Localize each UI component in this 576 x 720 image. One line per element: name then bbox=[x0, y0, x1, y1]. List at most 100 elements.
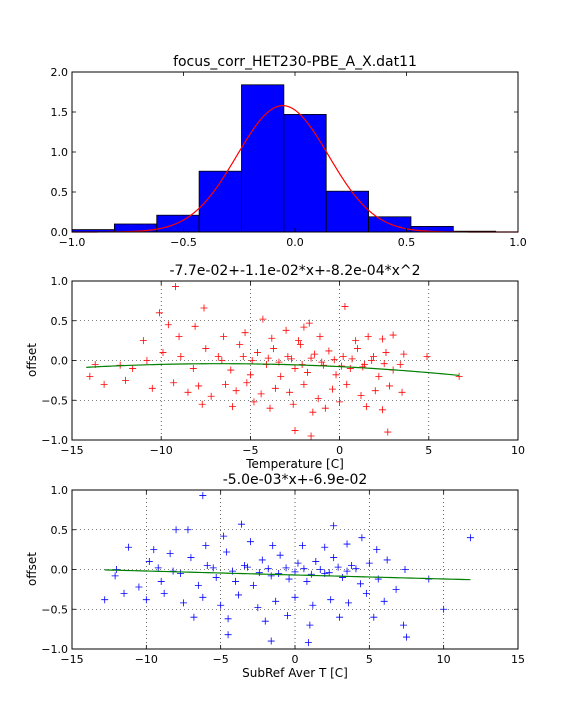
scatter-point bbox=[239, 353, 247, 361]
scatter-point bbox=[353, 345, 361, 353]
scatter-point bbox=[389, 331, 397, 339]
scatter-point bbox=[248, 357, 256, 364]
scatter-point bbox=[356, 580, 364, 588]
scatter-point bbox=[177, 569, 185, 577]
scatter-point bbox=[236, 341, 244, 349]
scatter-point bbox=[264, 565, 272, 573]
scatter-point bbox=[345, 599, 353, 607]
scatter-point bbox=[268, 334, 276, 342]
scatter-point bbox=[316, 333, 324, 341]
scatter-point bbox=[122, 376, 130, 384]
scatter-point bbox=[466, 534, 474, 542]
histogram-title: focus_corr_HET230-PBE_A_X.dat11 bbox=[173, 54, 417, 70]
scatter-point bbox=[309, 601, 317, 609]
scatter-point bbox=[291, 593, 299, 601]
scatter-point bbox=[384, 428, 392, 436]
scatter-point bbox=[282, 326, 290, 334]
scatter-point bbox=[378, 406, 386, 414]
scatter-point bbox=[401, 566, 409, 573]
scatter-point bbox=[286, 388, 294, 396]
scatter-point bbox=[150, 546, 158, 554]
scatter-point bbox=[296, 341, 304, 349]
scatter-point bbox=[336, 398, 344, 406]
scatter-point bbox=[369, 353, 377, 361]
y-tick-label: 1.0 bbox=[51, 146, 69, 159]
histogram-bar bbox=[156, 214, 200, 233]
scatter-point bbox=[275, 569, 283, 577]
scatter-point bbox=[303, 577, 311, 585]
scatter-point bbox=[209, 564, 217, 572]
scatter-point bbox=[440, 605, 448, 613]
temperature-scatter-panel: -7.7e-02+-1.1e-02*x+-8.2e-04*x^2 Tempera… bbox=[25, 263, 525, 471]
scatter-point bbox=[166, 550, 174, 558]
scatter-point bbox=[240, 562, 248, 570]
scatter-point bbox=[309, 408, 317, 416]
scatter-point bbox=[194, 581, 202, 589]
scatter-point bbox=[139, 337, 147, 345]
scatter-point bbox=[378, 335, 386, 343]
scatter-point bbox=[199, 492, 207, 500]
scatter-point bbox=[307, 570, 315, 578]
scatter-point bbox=[368, 357, 376, 364]
scatter-point bbox=[277, 372, 285, 380]
x-tick-label: 0.5 bbox=[398, 236, 416, 249]
y-tick-label: 0.0 bbox=[51, 564, 69, 577]
scatter-point bbox=[400, 350, 408, 358]
scatter-point bbox=[257, 390, 265, 398]
scatter-point bbox=[285, 575, 293, 583]
scatter-point bbox=[269, 542, 277, 550]
y-tick-label: 0.0 bbox=[51, 226, 69, 239]
scatter-point bbox=[172, 526, 180, 534]
scatter-point bbox=[250, 398, 258, 406]
x-tick-label: −15 bbox=[60, 653, 83, 666]
scatter-point bbox=[375, 372, 383, 380]
scatter-point bbox=[423, 353, 431, 361]
scatter-point bbox=[455, 372, 463, 380]
x-tick-label: −0.5 bbox=[170, 236, 197, 249]
scatter-point bbox=[271, 384, 279, 392]
scatter-point bbox=[224, 615, 232, 623]
scatter-point bbox=[343, 380, 351, 388]
subref-plot-area: −15 −10 −5 0 5 10 15 −1.0 −0.5 0.0 0.5 1.0 bbox=[41, 484, 525, 666]
x-tick-label: −1.0 bbox=[59, 236, 86, 249]
scatter-point bbox=[321, 543, 329, 551]
scatter-point bbox=[339, 573, 347, 581]
scatter-point bbox=[396, 360, 404, 368]
histogram-bar bbox=[241, 84, 285, 233]
x-tick-label: 10 bbox=[511, 444, 525, 457]
scatter-point bbox=[175, 333, 183, 341]
scatter-point bbox=[259, 315, 267, 323]
scatter-point bbox=[187, 554, 195, 562]
y-tick-label: 1.0 bbox=[51, 275, 69, 288]
scatter-point bbox=[266, 404, 274, 412]
scatter-point bbox=[314, 395, 322, 403]
scatter-point bbox=[255, 569, 263, 577]
scatter-point bbox=[191, 322, 199, 330]
scatter-point bbox=[164, 321, 172, 329]
scatter-point bbox=[316, 566, 324, 573]
x-tick-label: 0 bbox=[336, 444, 343, 457]
scatter-point bbox=[111, 572, 119, 580]
scatter-point bbox=[246, 538, 254, 546]
scatter-point bbox=[159, 349, 167, 357]
scatter-point bbox=[170, 379, 178, 387]
scatter-point bbox=[229, 403, 237, 411]
scatter-point bbox=[341, 302, 349, 310]
scatter-point bbox=[217, 601, 225, 609]
scatter-point bbox=[343, 540, 351, 548]
scatter-point bbox=[392, 585, 400, 593]
y-tick-label: 1.5 bbox=[51, 106, 69, 119]
scatter-point bbox=[362, 403, 370, 411]
y-tick-label: 0.5 bbox=[51, 186, 69, 199]
scatter-point bbox=[143, 357, 151, 364]
scatter-point bbox=[295, 337, 303, 345]
scatter-point bbox=[243, 379, 251, 387]
y-tick-label: −0.5 bbox=[41, 394, 68, 407]
x-tick-label: 15 bbox=[511, 653, 525, 666]
histogram-bar bbox=[283, 114, 327, 233]
scatter-point bbox=[282, 564, 290, 572]
scatter-point bbox=[304, 639, 312, 647]
subref-fit-title: -5.0e-03*x+-6.9e-02 bbox=[223, 472, 368, 488]
scatter-point bbox=[120, 589, 128, 597]
